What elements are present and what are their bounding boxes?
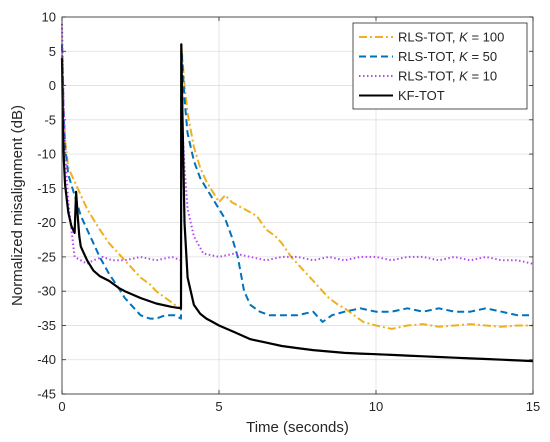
x-axis-label: Time (seconds) — [246, 419, 349, 436]
y-tick-label: 0 — [49, 78, 56, 93]
legend-label-1: RLS-TOT, K = 100 — [398, 30, 504, 45]
y-tick-label: -25 — [37, 249, 56, 264]
x-tick-label: 10 — [369, 399, 383, 414]
x-tick-label: 5 — [215, 399, 222, 414]
legend: RLS-TOT, K = 100 RLS-TOT, K = 50 RLS-TOT, … — [352, 22, 528, 110]
y-tick-label: -10 — [37, 147, 56, 162]
y-tick-label: -35 — [37, 318, 56, 333]
legend-label-3: RLS-TOT, K = 10 — [398, 69, 497, 84]
series-line-1 — [61, 43, 533, 330]
series-line-4 — [60, 43, 534, 363]
y-tick-label: -40 — [37, 352, 56, 367]
plot-area-frame — [61, 16, 534, 395]
series-line-2 — [61, 43, 533, 323]
y-tick-label: 5 — [49, 44, 56, 59]
x-tick-label: 0 — [58, 399, 65, 414]
legend-label-4: KF-TOT — [398, 88, 445, 103]
legend-label-2: RLS-TOT, K = 50 — [398, 49, 497, 64]
series-layer — [60, 23, 534, 363]
axis-ticks: 0 5 10 15 -45 -40 -35 -30 -25 -20 -15 -10 -5 0 5 10 — [37, 10, 540, 415]
y-tick-label: -30 — [37, 284, 56, 299]
series-line-3 — [61, 23, 534, 265]
y-tick-label: -45 — [37, 387, 56, 402]
y-tick-label: -5 — [44, 112, 56, 127]
y-tick-label: 10 — [42, 10, 56, 25]
y-axis-label: Normalized misalignment (dB) — [9, 105, 26, 306]
y-tick-label: -20 — [37, 215, 56, 230]
x-tick-label: 15 — [526, 399, 540, 414]
y-tick-label: -15 — [37, 181, 56, 196]
